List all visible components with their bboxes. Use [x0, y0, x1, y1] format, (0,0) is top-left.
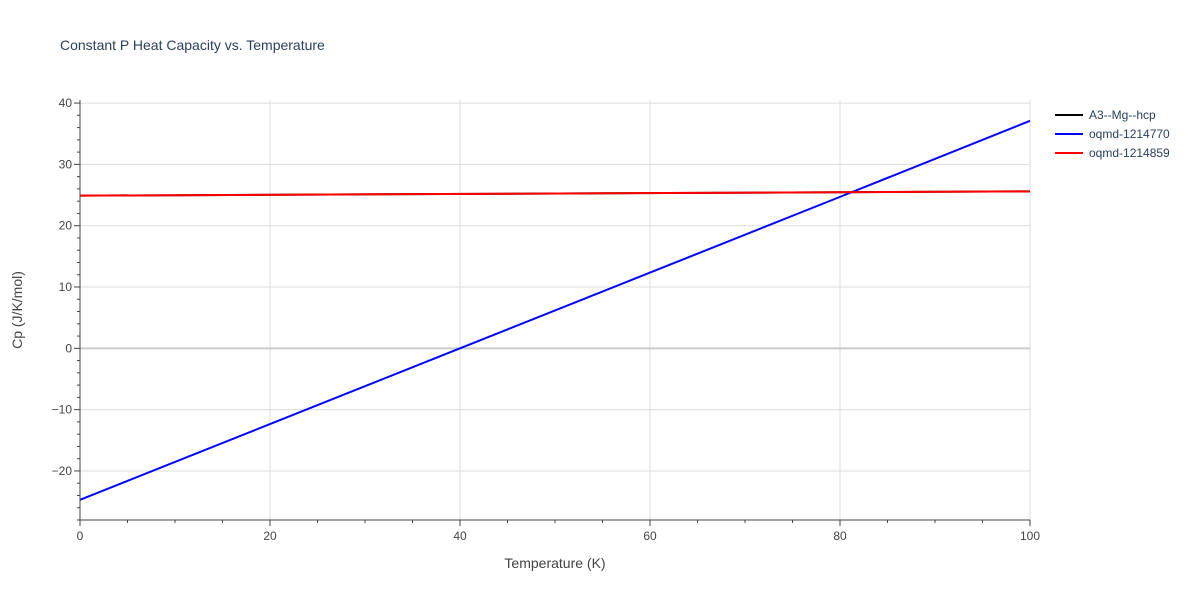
y-axis-title: Cp (J/K/mol)	[9, 271, 25, 349]
y-tick-label: 40	[59, 96, 73, 110]
legend[interactable]: A3--Mg--hcp oqmd-1214770 oqmd-1214859	[1055, 108, 1170, 160]
y-tick-label: 10	[59, 280, 73, 294]
legend-item-oqmd-1214770[interactable]: oqmd-1214770	[1055, 127, 1170, 141]
y-tick-label: 30	[59, 157, 73, 171]
series-layer	[79, 119, 1031, 501]
x-axis-title: Temperature (K)	[504, 555, 605, 571]
series-line-oqmd-1214770	[79, 119, 1031, 501]
chart-title: Constant P Heat Capacity vs. Temperature	[60, 37, 325, 53]
axis-layer: 0 20 40 60 80 100 −20 −10 0 10 20 30 40	[52, 96, 1041, 543]
x-tick-label: 0	[77, 529, 84, 543]
legend-label: A3--Mg--hcp	[1089, 108, 1156, 122]
legend-label: oqmd-1214859	[1089, 146, 1170, 160]
legend-label: oqmd-1214770	[1089, 127, 1170, 141]
x-tick-label: 20	[263, 529, 277, 543]
grid-layer	[80, 100, 1031, 520]
y-tick-label: 20	[59, 219, 73, 233]
legend-item-oqmd-1214859[interactable]: oqmd-1214859	[1055, 146, 1170, 160]
x-tick-label: 40	[453, 529, 467, 543]
series-line-oqmd-1214859	[79, 190, 1031, 197]
x-tick-label: 80	[833, 529, 847, 543]
y-tick-label: −20	[52, 464, 73, 478]
y-tick-label: 0	[65, 341, 72, 355]
x-tick-label: 60	[643, 529, 657, 543]
legend-item-a3-mg-hcp[interactable]: A3--Mg--hcp	[1055, 108, 1156, 122]
y-tick-label: −10	[52, 403, 73, 417]
x-tick-label: 100	[1020, 529, 1040, 543]
